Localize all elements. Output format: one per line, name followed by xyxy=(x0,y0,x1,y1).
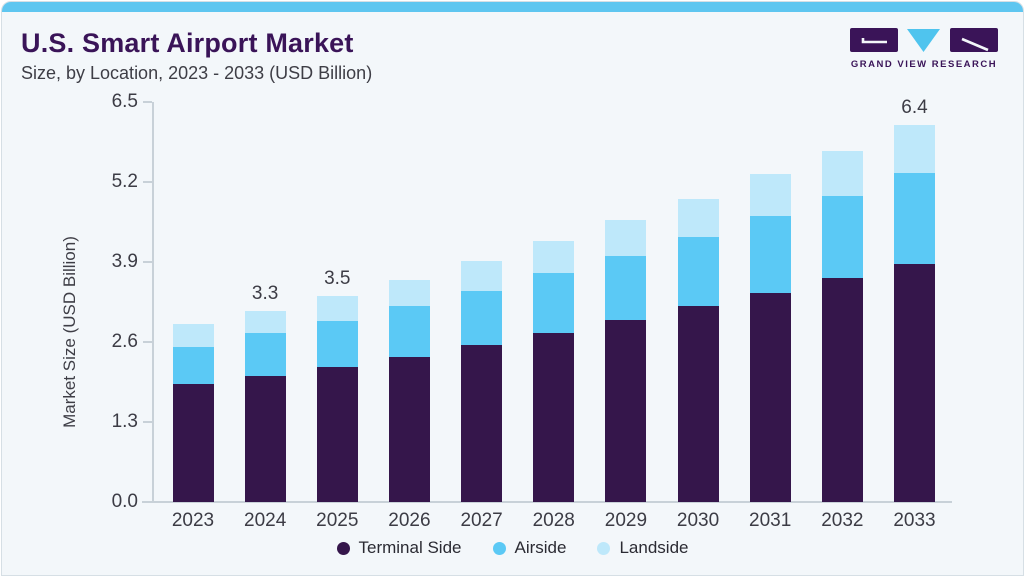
bar-segment-airside xyxy=(533,273,575,334)
bar-segment-landside xyxy=(388,280,430,307)
bar-segment-landside xyxy=(605,219,647,256)
bar-segment-terminal-side xyxy=(172,383,214,502)
y-tick-label: 2.6 xyxy=(111,331,138,352)
bar-segment-terminal-side xyxy=(749,292,791,502)
y-tick-label: 3.9 xyxy=(111,251,138,272)
bar-segment-airside xyxy=(605,255,647,320)
legend-dot-icon xyxy=(336,541,350,555)
bar-segment-landside xyxy=(461,260,503,291)
x-axis-label-2025: 2025 xyxy=(316,510,359,531)
y-tick-label: 5.2 xyxy=(111,171,138,192)
gvr-logo-icon xyxy=(850,28,998,52)
y-tick-label: 6.5 xyxy=(111,91,138,112)
legend-label: Landside xyxy=(619,538,689,557)
legend-item-airside: Airside xyxy=(492,538,567,558)
bar-total-label-2033: 6.4 xyxy=(901,96,928,118)
bar-segment-terminal-side xyxy=(677,306,719,502)
legend-label: Terminal Side xyxy=(358,538,462,557)
bar-segment-landside xyxy=(533,241,575,274)
legend-dot-icon xyxy=(597,541,611,555)
bar-segment-airside xyxy=(894,173,935,265)
bar-segment-terminal-side xyxy=(244,376,286,502)
x-axis-label-2028: 2028 xyxy=(532,510,575,531)
y-tick-mark xyxy=(143,261,152,263)
accent-strip xyxy=(2,2,1023,12)
bar-segment-airside xyxy=(172,346,214,384)
y-tick-label: 0.0 xyxy=(111,491,138,512)
grand-view-research-logo: GRAND VIEW RESEARCH xyxy=(849,28,999,70)
y-tick-mark xyxy=(143,341,152,343)
y-tick-mark xyxy=(143,501,152,503)
gvr-logo-text: GRAND VIEW RESEARCH xyxy=(850,59,998,70)
chart-legend: Terminal Side Airside Landside xyxy=(2,538,1023,558)
bar-segment-airside xyxy=(821,195,863,278)
x-axis-label-2023: 2023 xyxy=(171,510,215,531)
bar-segment-terminal-side xyxy=(894,264,935,502)
x-axis-label-2033: 2033 xyxy=(893,510,936,531)
x-axis-label-2030: 2030 xyxy=(676,510,720,531)
bar-segment-landside xyxy=(316,295,358,322)
bar-segment-airside xyxy=(316,321,358,368)
bar-segment-terminal-side xyxy=(821,278,863,502)
x-axis-line xyxy=(142,501,952,503)
bar-segment-airside xyxy=(461,290,503,346)
bar-segment-landside xyxy=(677,198,719,237)
bar-segment-terminal-side xyxy=(605,319,647,502)
y-axis-line xyxy=(152,102,154,502)
bar-segment-airside xyxy=(244,333,286,377)
bar-segment-terminal-side xyxy=(316,367,358,502)
bar-segment-landside xyxy=(244,311,286,334)
page-subtitle: Size, by Location, 2023 - 2033 (USD Bill… xyxy=(21,63,373,83)
bar-total-label-2025: 3.5 xyxy=(324,267,351,289)
bar-segment-airside xyxy=(388,306,430,357)
legend-dot-icon xyxy=(492,541,506,555)
legend-item-terminal-side: Terminal Side xyxy=(336,538,462,558)
bar-segment-terminal-side xyxy=(388,356,430,502)
x-axis-label-2031: 2031 xyxy=(749,510,792,531)
bar-segment-terminal-side xyxy=(533,333,575,502)
bar-segment-airside xyxy=(749,216,791,293)
x-axis-label-2026: 2026 xyxy=(388,510,431,531)
y-tick-mark xyxy=(143,181,152,183)
y-tick-mark xyxy=(143,421,152,423)
x-axis-label-2027: 2027 xyxy=(460,510,503,531)
legend-label: Airside xyxy=(514,538,567,557)
bar-segment-landside xyxy=(749,174,791,217)
bar-total-label-2024: 3.3 xyxy=(251,283,279,305)
bar-segment-landside xyxy=(821,151,863,196)
bar-segment-terminal-side xyxy=(461,345,503,502)
x-axis-label-2024: 2024 xyxy=(244,510,287,531)
y-tick-mark xyxy=(143,101,152,103)
x-axis-label-2032: 2032 xyxy=(821,510,864,531)
bar-segment-airside xyxy=(677,236,719,307)
x-axis-label-2029: 2029 xyxy=(604,510,648,531)
page-title: U.S. Smart Airport Market xyxy=(21,28,354,58)
y-tick-label: 1.3 xyxy=(111,411,138,432)
bar-segment-landside xyxy=(894,124,935,174)
legend-item-landside: Landside xyxy=(597,538,688,558)
bar-segment-landside xyxy=(172,324,214,347)
